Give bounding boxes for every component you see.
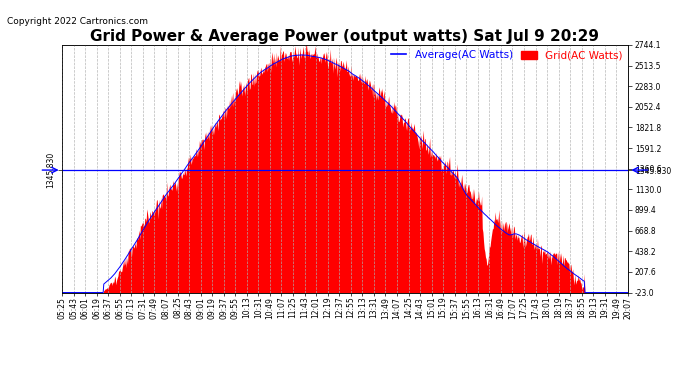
Text: Copyright 2022 Cartronics.com: Copyright 2022 Cartronics.com	[7, 17, 148, 26]
Legend: Average(AC Watts), Grid(AC Watts): Average(AC Watts), Grid(AC Watts)	[391, 50, 622, 60]
Title: Grid Power & Average Power (output watts) Sat Jul 9 20:29: Grid Power & Average Power (output watts…	[90, 29, 600, 44]
